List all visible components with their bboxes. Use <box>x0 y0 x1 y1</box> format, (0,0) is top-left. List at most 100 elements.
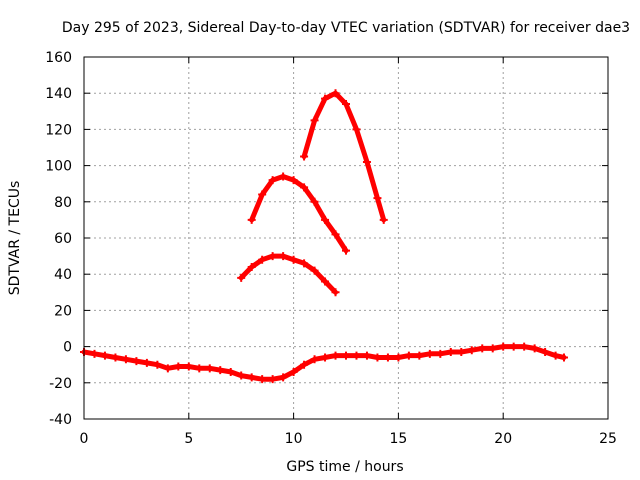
y-tick-label: 0 <box>63 340 72 356</box>
data-point <box>247 215 256 224</box>
data-point <box>373 353 382 362</box>
data-point <box>404 351 413 360</box>
data-point <box>205 364 214 373</box>
data-point <box>153 360 162 369</box>
data-point <box>111 353 120 362</box>
data-point <box>331 89 340 98</box>
data-point <box>100 351 109 360</box>
data-point <box>478 344 487 353</box>
data-point <box>488 344 497 353</box>
data-point <box>237 371 246 380</box>
data-point <box>258 375 267 384</box>
data-point <box>383 353 392 362</box>
data-point <box>237 273 246 282</box>
data-point <box>184 362 193 371</box>
data-point <box>541 348 550 357</box>
data-point <box>457 348 466 357</box>
x-tick-label: 5 <box>184 431 193 447</box>
data-point <box>551 351 560 360</box>
data-point <box>300 152 309 161</box>
data-point <box>467 346 476 355</box>
data-point <box>425 349 434 358</box>
series-arc-3 <box>300 89 388 224</box>
data-point <box>258 255 267 264</box>
data-point <box>321 94 330 103</box>
data-point <box>226 367 235 376</box>
x-tick-label: 15 <box>389 431 407 447</box>
data-point <box>342 351 350 360</box>
data-point <box>509 342 518 351</box>
y-tick-label: 60 <box>54 231 72 247</box>
y-tick-label: 40 <box>54 267 72 283</box>
data-point <box>279 252 288 261</box>
data-point <box>520 342 529 351</box>
data-point <box>300 259 309 268</box>
y-tick-label: 120 <box>45 122 72 138</box>
data-point <box>268 176 277 185</box>
y-tick-label: -40 <box>49 412 72 428</box>
data-point <box>121 355 130 364</box>
data-point <box>331 230 340 239</box>
data-point <box>268 375 277 384</box>
y-tick-label: -20 <box>49 376 72 392</box>
tick-labels: 0 5 10 15 20 25 -40 -20 0 20 40 60 80 100 120 140 160 <box>45 50 617 447</box>
data-point <box>300 360 309 369</box>
data-point <box>342 100 350 109</box>
x-tick-label: 10 <box>285 431 303 447</box>
x-tick-label: 25 <box>599 431 617 447</box>
data-point <box>90 349 99 358</box>
y-tick-label: 140 <box>45 86 72 102</box>
data-point <box>352 125 361 134</box>
data-point <box>216 366 225 375</box>
data-point <box>415 351 424 360</box>
data-point <box>289 176 298 185</box>
data-points <box>80 89 568 384</box>
data-point <box>300 183 309 192</box>
data-point <box>279 373 288 382</box>
data-point <box>446 348 455 357</box>
series-arc-1 <box>237 252 340 297</box>
tick-marks <box>83 56 609 420</box>
data-point <box>289 255 298 264</box>
data-point <box>436 349 445 358</box>
data-point <box>258 190 267 199</box>
data-point <box>352 351 361 360</box>
data-point <box>499 342 508 351</box>
series-trace <box>249 174 349 254</box>
data-point <box>142 358 151 367</box>
data-point <box>247 262 256 271</box>
data-point <box>373 194 382 203</box>
data-point <box>331 288 340 297</box>
data-point <box>195 364 204 373</box>
data-point <box>362 351 371 360</box>
series-arc-2 <box>247 172 350 255</box>
data-point <box>331 351 340 360</box>
x-tick-label: 20 <box>494 431 512 447</box>
x-axis-label: GPS time / hours <box>286 459 403 475</box>
y-axis-label: SDTVAR / TECUs <box>7 181 23 296</box>
data-point <box>321 353 330 362</box>
data-point <box>530 344 539 353</box>
y-tick-label: 160 <box>45 50 72 66</box>
data-point <box>394 353 403 362</box>
x-tick-label: 0 <box>80 431 89 447</box>
y-tick-label: 80 <box>54 195 72 211</box>
y-tick-label: 100 <box>45 159 72 175</box>
data-point <box>321 277 330 286</box>
series-trace <box>238 253 338 295</box>
data-point <box>132 357 141 366</box>
data-point <box>268 252 277 261</box>
data-point <box>321 215 330 224</box>
data-point <box>310 197 319 206</box>
data-point <box>247 373 256 382</box>
data-point <box>279 172 288 181</box>
data-point <box>310 355 319 364</box>
data-point <box>310 266 319 275</box>
data-point <box>379 215 388 224</box>
data-point <box>559 353 568 362</box>
data-point <box>163 364 172 373</box>
data-point <box>362 157 371 166</box>
y-tick-label: 20 <box>54 303 72 319</box>
